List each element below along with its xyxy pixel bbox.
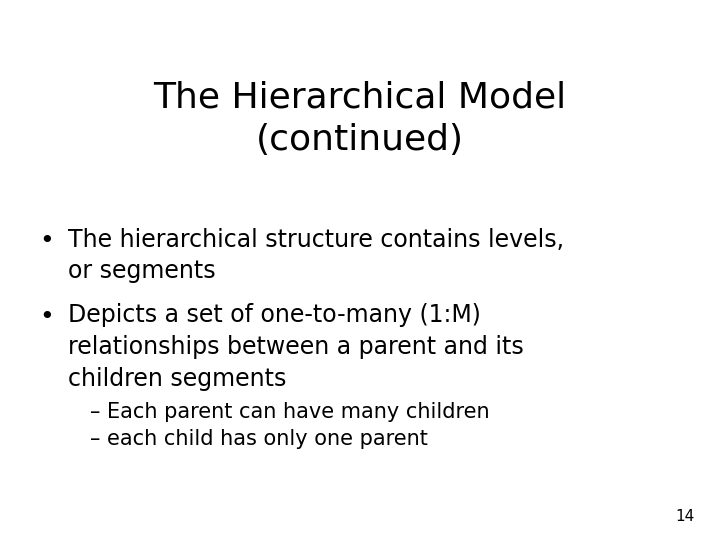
Text: – each child has only one parent: – each child has only one parent	[90, 429, 428, 449]
Text: •: •	[40, 230, 54, 253]
Text: 14: 14	[675, 509, 695, 524]
Text: •: •	[40, 305, 54, 329]
Text: The hierarchical structure contains levels,
or segments: The hierarchical structure contains leve…	[68, 228, 564, 284]
Text: – Each parent can have many children: – Each parent can have many children	[90, 402, 490, 422]
Text: Depicts a set of one-to-many (1:M)
relationships between a parent and its
childr: Depicts a set of one-to-many (1:M) relat…	[68, 303, 524, 390]
Text: The Hierarchical Model
(continued): The Hierarchical Model (continued)	[153, 81, 567, 157]
